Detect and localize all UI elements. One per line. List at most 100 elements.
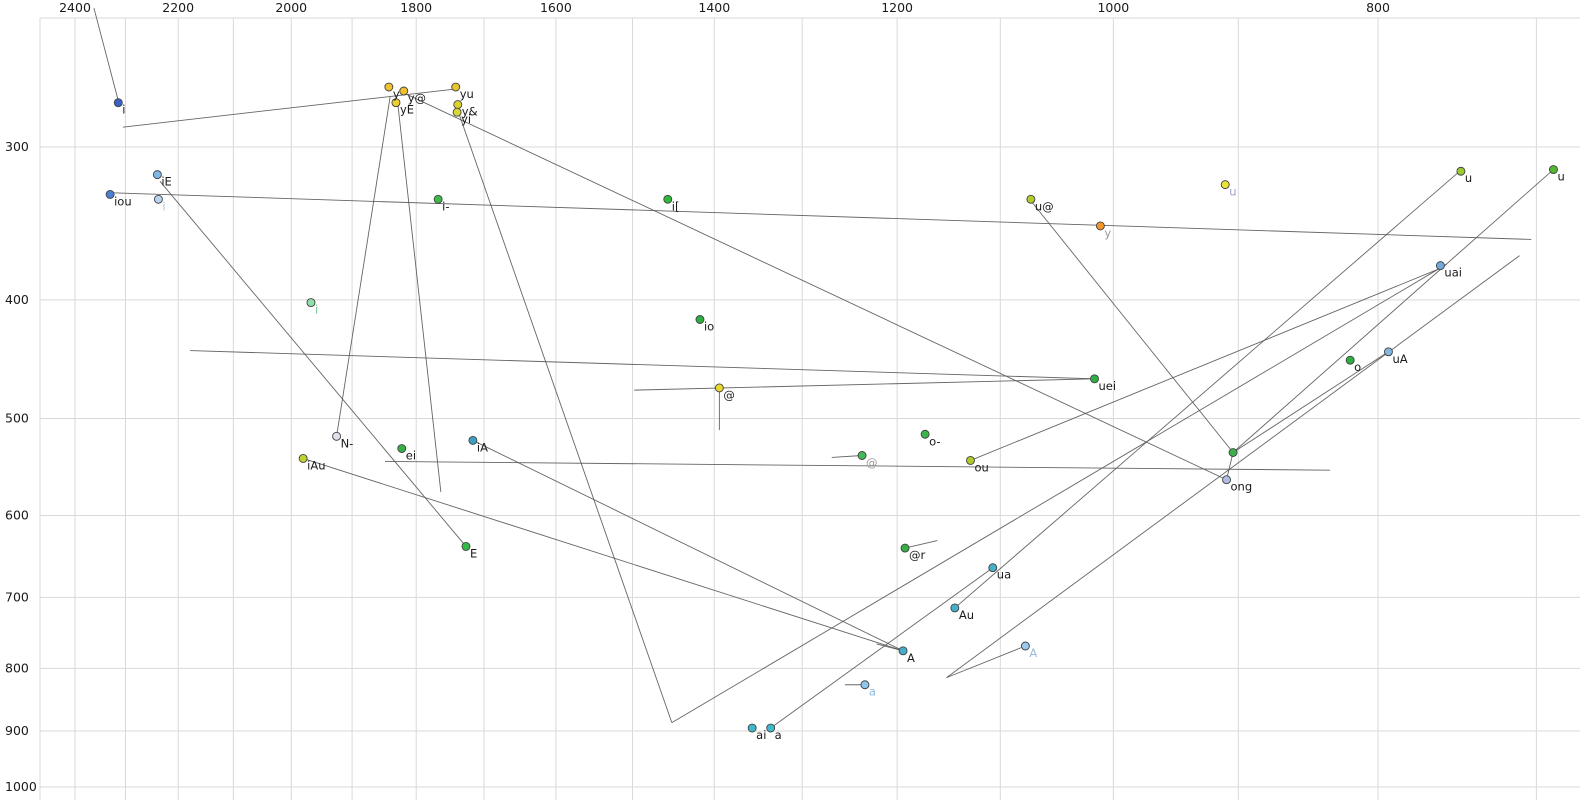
point-label: y [1104, 226, 1111, 240]
data-point[interactable] [306, 298, 316, 308]
data-point[interactable] [399, 86, 409, 96]
point-label: o [1354, 360, 1361, 374]
data-point[interactable] [397, 444, 407, 453]
x-tick-label: 1000 [1097, 0, 1129, 15]
point-label: N- [341, 436, 354, 450]
data-point[interactable] [468, 435, 478, 445]
point-label: i [162, 199, 165, 213]
trajectory-lines [93, 7, 1554, 729]
point-label: yi [461, 112, 471, 126]
x-tick-label: 1200 [881, 0, 913, 15]
trajectory-line [336, 96, 391, 437]
data-point[interactable] [451, 82, 461, 92]
point-label: y& [462, 105, 478, 119]
data-point[interactable] [332, 431, 342, 441]
data-point[interactable] [452, 107, 462, 117]
point-label: iE [161, 175, 171, 189]
data-point[interactable] [920, 429, 930, 439]
point-label: @ [723, 388, 735, 402]
data-point[interactable] [747, 723, 757, 733]
trajectory-line [831, 455, 863, 458]
data-point[interactable] [950, 603, 960, 613]
trajectory-line [876, 643, 904, 652]
point-label: uai [1444, 266, 1462, 280]
trajectory-line [113, 192, 1532, 240]
data-point[interactable] [1220, 180, 1230, 190]
data-point[interactable] [1383, 347, 1393, 357]
point-label: u [1229, 185, 1236, 199]
data-point[interactable] [663, 194, 673, 204]
data-point[interactable] [1435, 261, 1445, 271]
data-point[interactable] [1020, 641, 1030, 651]
trajectory-line [93, 7, 119, 101]
x-tick-label: 2400 [59, 0, 91, 15]
data-point[interactable] [695, 315, 705, 324]
point-label: i- [442, 199, 449, 213]
data-point[interactable] [1228, 448, 1238, 457]
point-label: yE [400, 103, 414, 117]
trajectory-line [472, 440, 904, 652]
data-point[interactable] [900, 543, 910, 553]
trajectory-line [159, 181, 467, 547]
data-point[interactable] [391, 98, 401, 108]
data-point[interactable] [153, 194, 163, 204]
data-point[interactable] [1026, 194, 1036, 204]
data-point[interactable] [766, 723, 776, 733]
y-tick-label: 400 [5, 292, 29, 307]
trajectory-line [970, 266, 1444, 461]
point-label: uA [1392, 352, 1407, 366]
data-point[interactable] [384, 82, 394, 92]
trajectory-line [946, 645, 1026, 679]
trajectory-line [190, 350, 1095, 380]
trajectory-line [1030, 200, 1234, 453]
data-point[interactable] [1090, 374, 1099, 384]
data-point[interactable] [714, 383, 724, 393]
data-point[interactable] [433, 194, 443, 204]
data-point[interactable] [898, 646, 908, 656]
trajectory-line [1232, 351, 1389, 453]
data-point[interactable] [113, 98, 123, 108]
data-point[interactable] [152, 170, 162, 180]
point-label: o- [929, 434, 940, 448]
axis-tick-labels: 2400 2200 2000 1800 1600 1400 1200 1000 800 300 40… [5, 0, 1390, 794]
trajectory-line [1232, 169, 1554, 453]
point-label: i [315, 303, 318, 317]
trajectory-line [397, 104, 442, 492]
data-point[interactable] [860, 680, 870, 690]
point-label: y [393, 87, 400, 101]
point-label: ou [975, 460, 989, 474]
x-tick-label: 1600 [540, 0, 572, 15]
y-tick-label: 800 [5, 660, 29, 675]
data-point[interactable] [453, 100, 463, 110]
trajectory-line [770, 567, 994, 729]
data-point[interactable] [105, 189, 115, 199]
point-label: a [775, 728, 782, 742]
point-label: i [122, 103, 125, 117]
point-label: iA [477, 440, 488, 454]
trajectory-line [904, 540, 938, 549]
data-point[interactable] [1456, 166, 1466, 176]
data-point[interactable] [461, 541, 471, 551]
x-tick-label: 800 [1366, 0, 1390, 15]
y-tick-label: 500 [5, 411, 29, 426]
point-label: ua [997, 568, 1011, 582]
data-point[interactable] [857, 451, 867, 460]
point-label: @ [866, 456, 878, 470]
point-label: y@ [408, 91, 426, 105]
data-point[interactable] [1095, 221, 1105, 231]
data-points [105, 82, 1558, 733]
data-point[interactable] [966, 455, 975, 465]
point-label: A [907, 651, 915, 665]
x-tick-label: 1400 [698, 0, 730, 15]
data-point[interactable] [1549, 165, 1558, 174]
point-label: ong [1231, 480, 1253, 494]
y-tick-label: 1000 [5, 779, 37, 794]
data-point[interactable] [298, 454, 308, 463]
data-point[interactable] [988, 563, 998, 573]
y-tick-label: 600 [5, 507, 29, 522]
data-point[interactable] [1345, 355, 1355, 365]
point-label: a [869, 685, 876, 699]
data-point[interactable] [1222, 475, 1231, 485]
